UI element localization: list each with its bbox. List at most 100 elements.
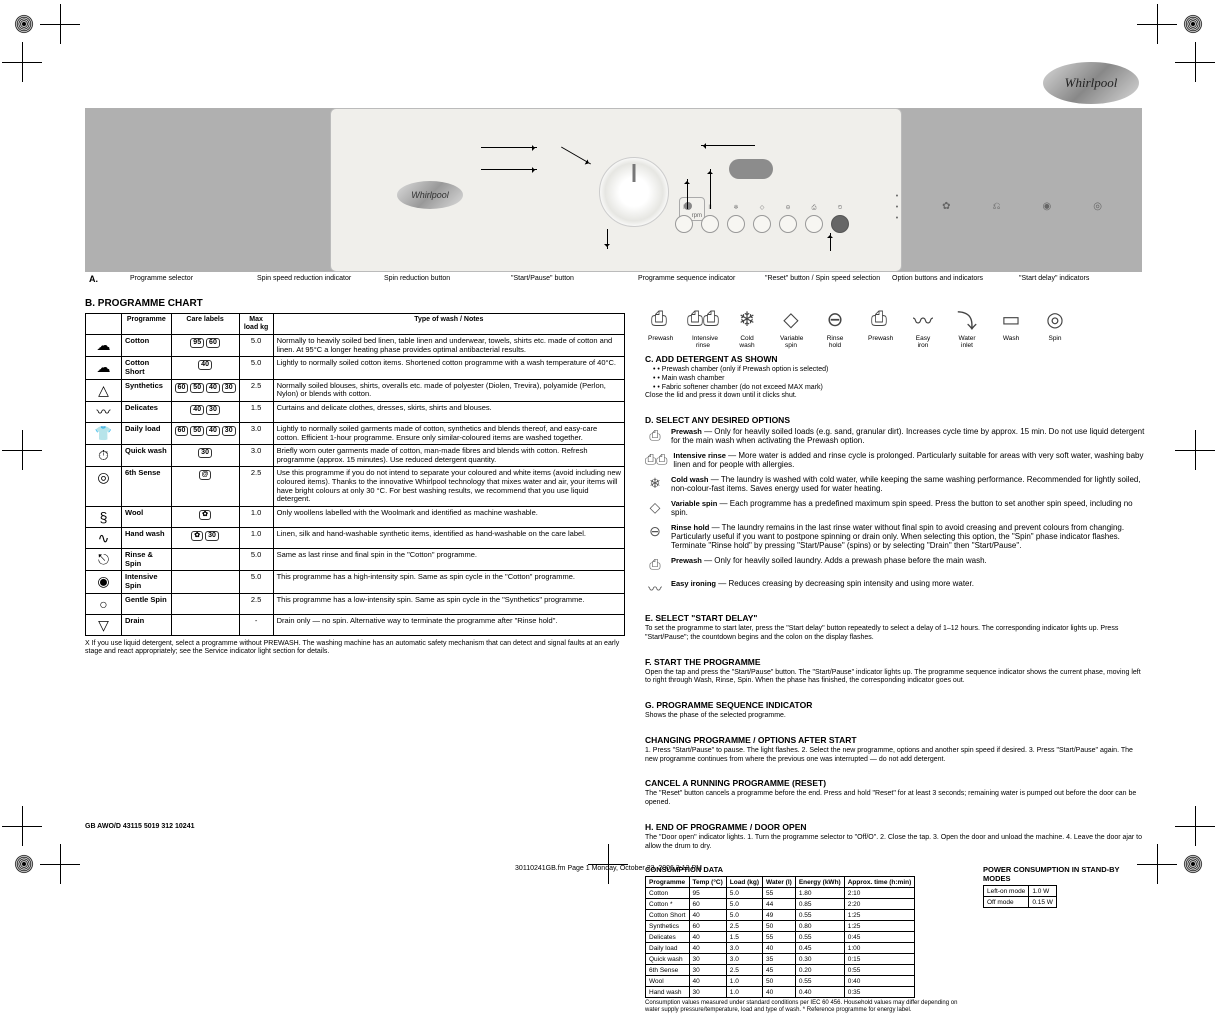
cons-row: Daily load403.0400.451:00 — [646, 943, 915, 954]
power-title: POWER CONSUMPTION IN STAND-BY MODES — [983, 865, 1145, 883]
control-panel-photo: Whirlpool rpm I II ❄ ◇ ⊖ ⎙ ⏲ ✿⎌◉◎ — [85, 108, 1142, 272]
cons-cell: 0.30 — [795, 954, 844, 965]
prog-load: 2.5 — [239, 467, 273, 507]
option-text: Easy ironing — Reduces creasing by decre… — [671, 579, 1145, 599]
prog-desc: Linen, silk and hand-washable synthetic … — [273, 528, 624, 549]
power-cell: Left-on mode — [984, 886, 1029, 897]
option-icon: ⎙ — [645, 556, 665, 573]
callout-arrow-icon — [481, 147, 537, 148]
cons-cell: 40 — [689, 932, 726, 943]
prog-desc: Normally soiled blouses, shirts, overall… — [273, 379, 624, 401]
prog-temps — [171, 614, 239, 635]
programme-row: ○Gentle Spin2.5This programme has a low-… — [86, 593, 625, 614]
footer-reference: GB AWO/D 43115 5019 312 10241 — [85, 823, 1142, 830]
cons-cell: 0.55 — [795, 932, 844, 943]
cancel-section: CANCEL A RUNNING PROGRAMME (RESET) The "… — [645, 778, 1145, 808]
prog-load: - — [239, 614, 273, 635]
option-text: Prewash — Only for heavily soiled laundr… — [671, 556, 1145, 573]
panel-brand-logo: Whirlpool — [397, 181, 463, 209]
power-table: Left-on mode1.0 WOff mode0.15 W — [983, 885, 1057, 908]
callout-header: A. — [85, 275, 126, 285]
detergent-line: • Prewash chamber (only if Prewash optio… — [653, 366, 1145, 375]
prog-name: 6th Sense — [122, 467, 172, 507]
cons-cell: 0.20 — [795, 965, 844, 976]
crop-mark-icon — [2, 42, 42, 82]
programme-row: ☁Cotton95 605.0Normally to heavily soile… — [86, 335, 625, 357]
prog-desc: Drain only — no spin. Alternative way to… — [273, 614, 624, 635]
sequence-text: Shows the phase of the selected programm… — [645, 712, 1145, 721]
cons-th: Approx. time (h:min) — [844, 877, 915, 888]
prog-temps: @ — [171, 467, 239, 507]
option-text: Cold wash — The laundry is washed with c… — [671, 475, 1145, 493]
prog-desc: Same as last rinse and final spin in the… — [273, 549, 624, 571]
prog-temps: 95 60 — [171, 335, 239, 357]
programme-row: △Synthetics60 50 40 302.5Normally soiled… — [86, 379, 625, 401]
prog-icon: ☁ — [86, 335, 122, 357]
cons-cell: 0.45 — [795, 943, 844, 954]
registration-mark-icon — [12, 852, 36, 876]
callout-arrow-icon — [710, 169, 711, 209]
option-text: Variable spin — Each programme has a pre… — [671, 499, 1145, 517]
cons-cell: 55 — [763, 932, 796, 943]
cons-cell: Wool — [646, 976, 690, 987]
cons-row: Cotton *605.0440.852:20 — [646, 899, 915, 910]
cons-cell: 40 — [689, 976, 726, 987]
cons-cell: 2:20 — [844, 899, 915, 910]
cons-cell: 0:55 — [844, 965, 915, 976]
prog-temps: 40 — [171, 357, 239, 379]
prog-icon: ⏱ — [86, 445, 122, 467]
cons-cell: 50 — [763, 976, 796, 987]
options-title: D. SELECT ANY DESIRED OPTIONS — [645, 415, 1145, 425]
crop-mark-icon — [40, 844, 80, 884]
option-item: ⎙Prewash — Only for heavily soiled loads… — [645, 427, 1145, 445]
cons-cell: Synthetics — [646, 921, 690, 932]
prog-load: 2.5 — [239, 593, 273, 614]
option-icon: ⎙⎙ — [645, 451, 667, 469]
option-icon: ◇ — [645, 499, 665, 517]
prog-name: Cotton — [122, 335, 172, 357]
start-text: Open the tap and press the "Start/Pause"… — [645, 669, 1145, 687]
detergent-section: C. ADD DETERGENT AS SHOWN • Prewash cham… — [645, 354, 1145, 401]
cons-row: 6th Sense302.5450.200:55 — [646, 965, 915, 976]
programme-row: ◉Intensive Spin5.0This programme has a h… — [86, 571, 625, 593]
cons-cell: 5.0 — [726, 910, 762, 921]
cons-cell: 1.5 — [726, 932, 762, 943]
callout-item: Option buttons and indicators — [888, 275, 1015, 285]
cons-cell: 49 — [763, 910, 796, 921]
callout-arrow-icon — [607, 229, 608, 249]
prog-desc: Curtains and delicate clothes, dresses, … — [273, 401, 624, 422]
cons-cell: Delicates — [646, 932, 690, 943]
cons-cell: 2:10 — [844, 888, 915, 899]
option-item: 〰Easy ironing — Reduces creasing by decr… — [645, 579, 1145, 599]
prog-name: Cotton Short — [122, 357, 172, 379]
prog-load: 5.0 — [239, 571, 273, 593]
cancel-title: CANCEL A RUNNING PROGRAMME (RESET) — [645, 778, 1145, 788]
option-text: Prewash — Only for heavily soiled loads … — [671, 427, 1145, 445]
dial-label-ring — [571, 135, 693, 253]
start-section: F. START THE PROGRAMME Open the tap and … — [645, 657, 1145, 687]
programme-table: Programme Care labels Max load kg Type o… — [85, 313, 625, 636]
th-load: Max load kg — [239, 314, 273, 335]
cons-cell: 2.5 — [726, 965, 762, 976]
prog-desc: Only woollens labelled with the Woolmark… — [273, 506, 624, 527]
cons-cell: Cotton Short — [646, 910, 690, 921]
prog-icon: ◉ — [86, 571, 122, 593]
option-item: ❄Cold wash — The laundry is washed with … — [645, 475, 1145, 493]
th-icon — [86, 314, 122, 335]
programme-row: ∿Hand wash✿ 301.0Linen, silk and hand-wa… — [86, 528, 625, 549]
cons-cell: 1.0 — [726, 987, 762, 998]
cons-cell: 0:45 — [844, 932, 915, 943]
callout-arrow-icon — [687, 179, 688, 209]
programme-row: §Wool✿1.0Only woollens labelled with the… — [86, 506, 625, 527]
prog-load: 3.0 — [239, 445, 273, 467]
consumption-note: Consumption values measured under standa… — [645, 1000, 969, 1014]
prog-icon: ⎋ — [86, 549, 122, 571]
cons-th: Load (kg) — [726, 877, 762, 888]
crop-mark-icon — [2, 806, 42, 846]
crop-mark-icon — [40, 4, 80, 44]
start-delay-title: E. SELECT "START DELAY" — [645, 613, 1145, 623]
callout-item: Programme sequence indicator — [634, 275, 761, 285]
programme-row: ⎋Rinse & Spin5.0Same as last rinse and f… — [86, 549, 625, 571]
cons-cell: 40 — [763, 943, 796, 954]
prog-icon: § — [86, 506, 122, 527]
